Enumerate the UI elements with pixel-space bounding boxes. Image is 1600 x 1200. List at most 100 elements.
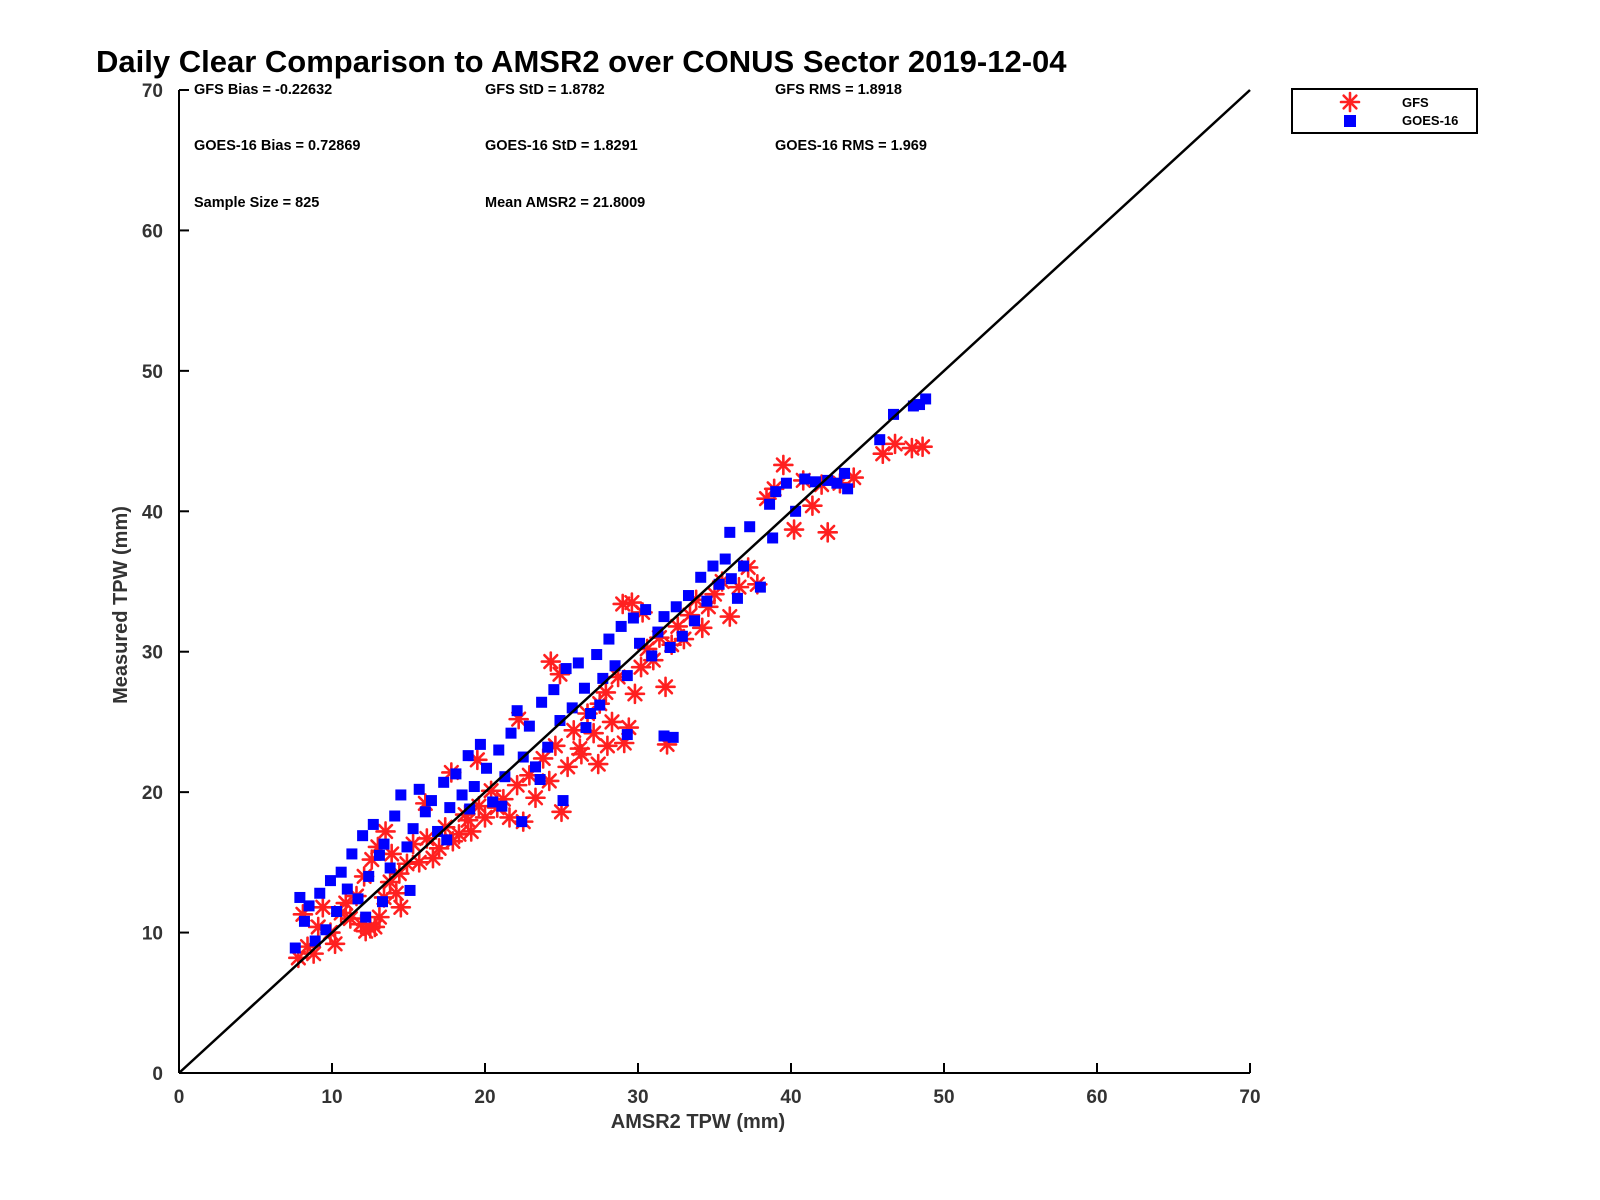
goes16-point [888, 408, 900, 420]
gfs-point [390, 896, 412, 918]
mean-amsr2-stat: Mean AMSR2 = 21.8009 [485, 195, 645, 211]
y-tick-label: 20 [142, 783, 163, 804]
goes16-point [707, 560, 719, 572]
y-tick-label: 0 [152, 1064, 163, 1085]
goes16-point [536, 696, 548, 708]
goes16-point [725, 573, 737, 585]
legend-box [1291, 88, 1478, 134]
legend: GFS GOES-16 [1291, 88, 1478, 134]
gfs-point [884, 433, 906, 455]
goes16-point [658, 730, 670, 742]
goes16-point [331, 906, 343, 918]
gfs-point [540, 651, 562, 672]
y-tick-label: 70 [142, 81, 163, 102]
goes16-point [914, 399, 926, 411]
gfs-bias-stat: GFS Bias = -0.22632 [194, 82, 332, 98]
x-axis-ticks: 0 10 20 30 40 50 60 70 [174, 1063, 1261, 1108]
goes16-point [615, 620, 627, 632]
gfs-point [563, 720, 585, 741]
goes16-point [395, 789, 407, 801]
goes16-point [640, 604, 652, 616]
goes16-point [670, 601, 682, 613]
goes16-point [425, 795, 437, 807]
goes16-point [780, 477, 792, 489]
goes16-point [456, 789, 468, 801]
goes16-point [646, 650, 658, 662]
gfs-point [312, 896, 334, 918]
goes16-point [444, 802, 456, 814]
gfs-point [872, 443, 894, 465]
goes16-point [689, 615, 701, 627]
legend-goes16-label: GOES-16 [1402, 113, 1458, 128]
goes16-point [320, 924, 332, 936]
goes16-point [664, 642, 676, 654]
gfs-point [783, 519, 805, 540]
goes16-point [496, 800, 508, 812]
goes16-point [309, 935, 321, 947]
goes16-point [754, 581, 766, 593]
gfs-point [369, 906, 390, 928]
gfs-point [375, 821, 396, 842]
y-tick-label: 40 [142, 502, 163, 523]
goes16-point [713, 578, 725, 590]
gfs-point [525, 787, 546, 809]
gfs-point [428, 838, 450, 859]
gfs-point [324, 933, 346, 955]
goes16-point [603, 633, 615, 645]
goes16-point [874, 434, 886, 446]
legend-gfs-marker [1339, 91, 1361, 113]
goes16-point [493, 744, 505, 756]
goes16-point [744, 521, 756, 533]
goes16-point [770, 486, 782, 498]
gfs-rms-stat: GFS RMS = 1.8918 [775, 82, 902, 98]
x-axis-label: AMSR2 TPW (mm) [611, 1111, 785, 1133]
goes16-point [548, 684, 560, 696]
gfs-point [385, 882, 407, 904]
goes16-point [580, 722, 592, 734]
goes16-point [523, 720, 535, 732]
gfs-point [506, 774, 528, 796]
x-tick-label: 40 [780, 1087, 801, 1108]
goes16-point [542, 741, 554, 753]
legend-gfs-asterisk [1339, 91, 1361, 113]
gfs-std-stat: GFS StD = 1.8782 [485, 82, 605, 98]
goes16-point [790, 505, 802, 517]
goes16-point [799, 473, 811, 485]
goes16-point [658, 611, 670, 623]
legend-goes16-marker [1344, 115, 1356, 127]
gfs-point [719, 606, 741, 627]
goes16-point [634, 637, 646, 649]
goes16-point [419, 806, 431, 818]
y-tick-label: 60 [142, 221, 163, 242]
gfs-point [571, 743, 592, 765]
gfs-point [557, 756, 578, 778]
goes16-point [719, 553, 731, 565]
gfs-point [601, 711, 623, 733]
goes16-point [360, 911, 372, 923]
goes16-point [591, 649, 603, 661]
goes16-point [341, 883, 353, 895]
goes16-point [346, 848, 358, 860]
gfs-point [597, 735, 618, 757]
goes16-point [594, 699, 606, 711]
plot-area: 0 10 20 30 40 50 60 70 0 10 20 30 40 50 60 70 [142, 81, 1261, 1108]
goes16-point [499, 771, 511, 783]
goes16-point [376, 896, 388, 908]
y-tick-label: 10 [142, 924, 163, 945]
gfs-point [624, 683, 646, 705]
goes16-point [303, 900, 315, 912]
goes16-point [578, 682, 590, 694]
goes16-point [585, 708, 597, 720]
gfs-point [474, 807, 496, 828]
y-axis-ticks: 0 10 20 30 40 50 60 70 [142, 81, 189, 1085]
sample-size-stat: Sample Size = 825 [194, 195, 319, 211]
goes16-point [764, 498, 776, 510]
goes16-point [907, 400, 919, 412]
goes16-point [401, 841, 413, 853]
goes16-point [557, 795, 569, 807]
goes16-point [294, 891, 306, 903]
goes16-point [438, 776, 450, 788]
goes16-point [767, 532, 779, 544]
goes16-point [809, 476, 821, 488]
